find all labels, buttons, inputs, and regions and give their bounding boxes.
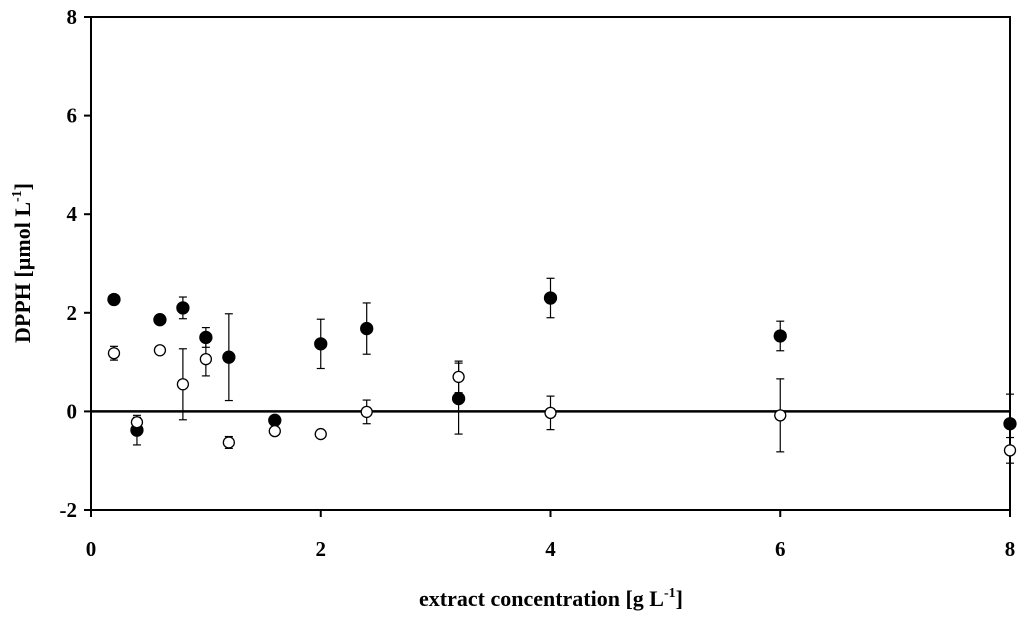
y-axis-label: DPPH [µmol L-1] (10, 183, 35, 343)
filled-data-point (314, 337, 328, 351)
filled-data-point (451, 391, 466, 406)
data-points (107, 291, 1017, 457)
y-tick-label: 0 (67, 399, 78, 423)
open-data-point (199, 352, 213, 366)
y-tick-label: 4 (67, 202, 78, 226)
open-data-point (130, 416, 144, 429)
open-data-point (153, 344, 167, 357)
open-data-point (268, 424, 281, 438)
x-tick-label: 4 (545, 537, 556, 561)
x-tick-label: 6 (775, 537, 786, 561)
filled-data-point (268, 413, 282, 427)
x-axis-label: extract concentration [g L-1] (419, 586, 683, 611)
open-data-point (107, 347, 121, 360)
y-tick-label: 8 (67, 5, 78, 29)
filled-data-point (176, 301, 190, 315)
filled-data-point (199, 330, 213, 345)
x-axis-ticks: 0 2 4 6 8 (86, 510, 1016, 561)
filled-data-point (360, 321, 374, 336)
open-data-point (176, 378, 190, 391)
open-data-point (360, 405, 373, 419)
filled-data-point (773, 329, 787, 343)
x-tick-label: 8 (1005, 537, 1016, 561)
filled-data-point (107, 292, 121, 307)
filled-data-point (222, 350, 236, 364)
filled-data-point (1003, 417, 1017, 431)
x-tick-label: 0 (86, 537, 97, 561)
y-tick-label: -2 (60, 498, 78, 522)
open-data-point (222, 436, 236, 449)
y-tick-label: 2 (67, 301, 78, 325)
filled-data-point (543, 291, 558, 305)
error-bars (109, 277, 1014, 464)
open-data-point (774, 409, 787, 422)
open-data-point (544, 406, 557, 420)
x-tick-label: 2 (316, 537, 327, 561)
open-data-point (1003, 444, 1017, 457)
open-data-point (314, 427, 327, 441)
filled-data-point (153, 313, 167, 327)
y-tick-label: 6 (67, 104, 78, 128)
y-axis-ticks: -2 0 2 4 6 8 (60, 5, 91, 522)
open-data-point (452, 370, 465, 384)
